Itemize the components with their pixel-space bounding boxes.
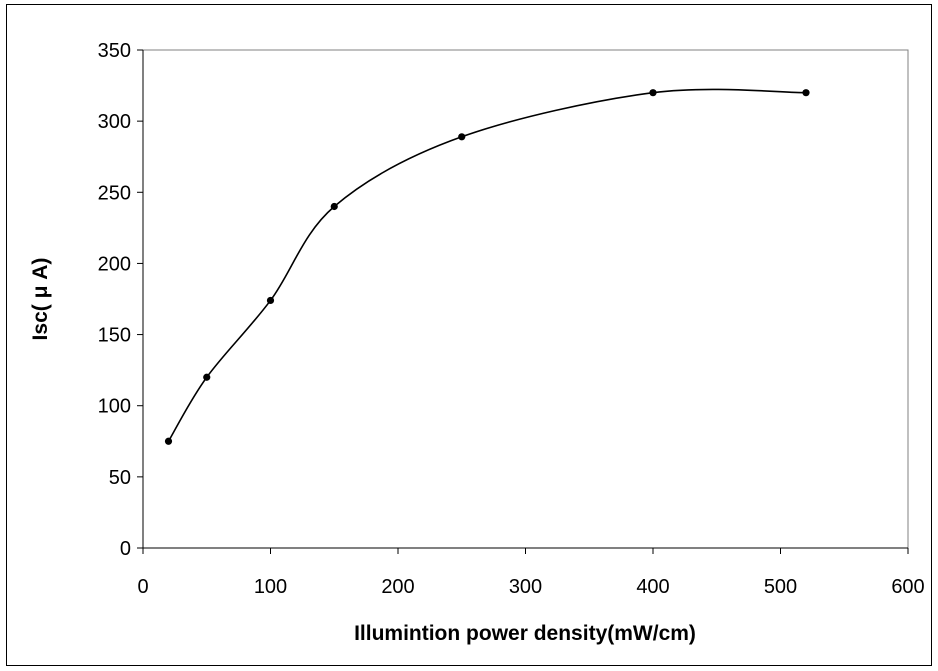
data-point [266, 296, 275, 305]
plot-area [142, 49, 909, 549]
y-tick-label: 200 [98, 253, 131, 275]
data-point [330, 202, 338, 211]
x-tick-label: 200 [381, 576, 414, 598]
x-tick-label: 400 [636, 576, 669, 598]
data-point [802, 89, 810, 97]
y-tick-label: 0 [120, 538, 131, 560]
x-tick-label: 600 [891, 576, 924, 598]
y-tick-label: 300 [98, 111, 131, 133]
x-tick-label: 300 [509, 576, 542, 598]
y-tick-label: 100 [98, 396, 131, 418]
series-line [167, 88, 807, 442]
y-tick-label: 350 [98, 40, 131, 62]
data-point [458, 133, 466, 141]
y-axis: 0 50 100 150 200 250 300 350 [98, 40, 144, 560]
y-tick-label: 250 [98, 182, 131, 204]
data-point [203, 373, 211, 381]
data-point [649, 89, 657, 97]
y-axis-title: Isc( μ A) [29, 258, 52, 341]
x-axis: 0 100 200 300 400 500 600 [137, 547, 925, 598]
x-tick-label: 0 [137, 576, 148, 598]
y-tick-label: 150 [98, 325, 131, 347]
data-point [164, 437, 173, 445]
y-tick-label: 50 [109, 467, 131, 489]
data-points [164, 89, 810, 445]
x-tick-label: 500 [764, 576, 797, 598]
x-axis-title: Illumintion power density(mW/cm) [354, 622, 696, 645]
chart-frame [6, 4, 932, 666]
x-tick-label: 100 [254, 576, 287, 598]
